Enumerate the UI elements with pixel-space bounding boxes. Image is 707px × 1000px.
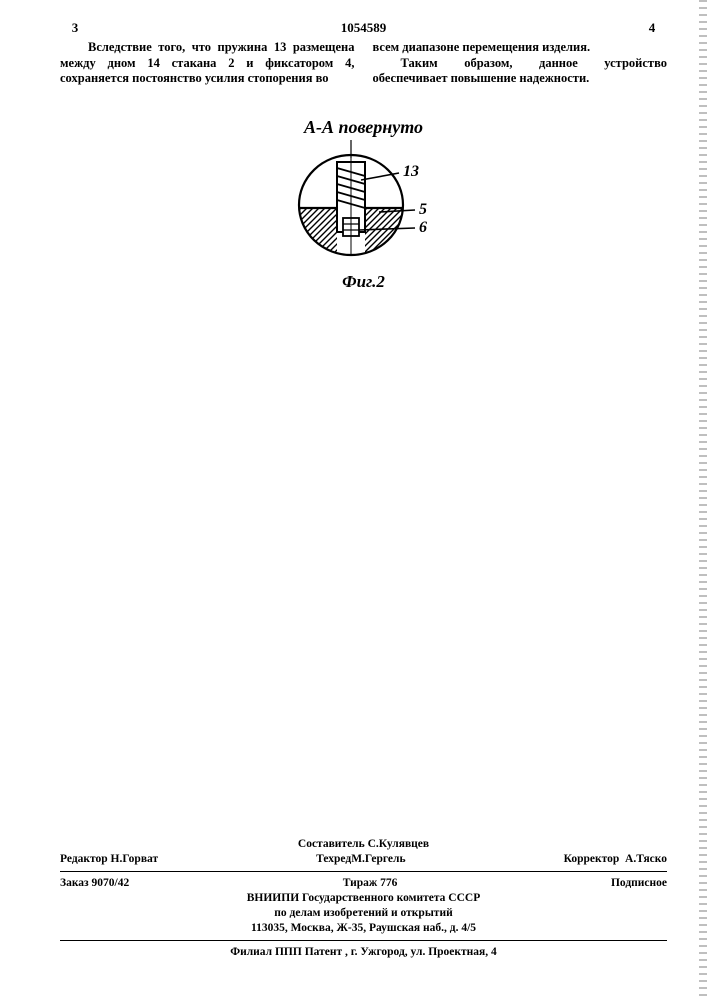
figure-section-label: А-А повернуто: [60, 117, 667, 138]
branch-line: Филиал ППП Патент , г. Ужгород, ул. Прое…: [60, 945, 667, 960]
editor-block: Редактор Н.Горват: [60, 852, 158, 867]
right-column: всем диапазоне перемещения изделия. Таки…: [373, 40, 668, 87]
figure-svg: 13 5 6: [279, 140, 449, 270]
techred-block: ТехредМ.Гергель: [316, 852, 405, 867]
right-col-text-2: Таким образом, данное устройство обеспеч…: [373, 56, 668, 87]
figure-caption: Фиг.2: [60, 272, 667, 292]
left-col-text: Вследствие того, что пружина 13 размещен…: [60, 40, 355, 87]
callout-5: 5: [419, 201, 427, 218]
addr-line: 113035, Москва, Ж-35, Раушская наб., д. …: [60, 921, 667, 936]
imprint-footer: Составитель С.Кулявцев Редактор Н.Горват…: [60, 837, 667, 960]
podpisnoe: Подписное: [611, 876, 667, 891]
corrector-block: Корректор А.Тяско: [564, 852, 667, 867]
scan-edge-noise: [699, 0, 707, 1000]
figure-2: А-А повернуто: [60, 117, 667, 292]
page-right-number: 4: [637, 20, 667, 36]
org-line-1: ВНИИПИ Государственного комитета СССР: [60, 891, 667, 906]
footer-rule-1: [60, 871, 667, 872]
org-line-2: по делам изобретений и открытий: [60, 906, 667, 921]
callout-13: 13: [403, 163, 419, 180]
compiler-line: Составитель С.Кулявцев: [60, 837, 667, 852]
left-column: Вследствие того, что пружина 13 размещен…: [60, 40, 355, 87]
order-number: Заказ 9070/42: [60, 876, 129, 891]
page-left-number: 3: [60, 20, 90, 36]
callout-6: 6: [419, 219, 427, 236]
doc-number: 1054589: [90, 20, 637, 36]
footer-rule-2: [60, 940, 667, 941]
right-col-text-1: всем диапазоне перемещения изделия.: [373, 40, 668, 56]
tirazh: Тираж 776: [343, 876, 398, 891]
